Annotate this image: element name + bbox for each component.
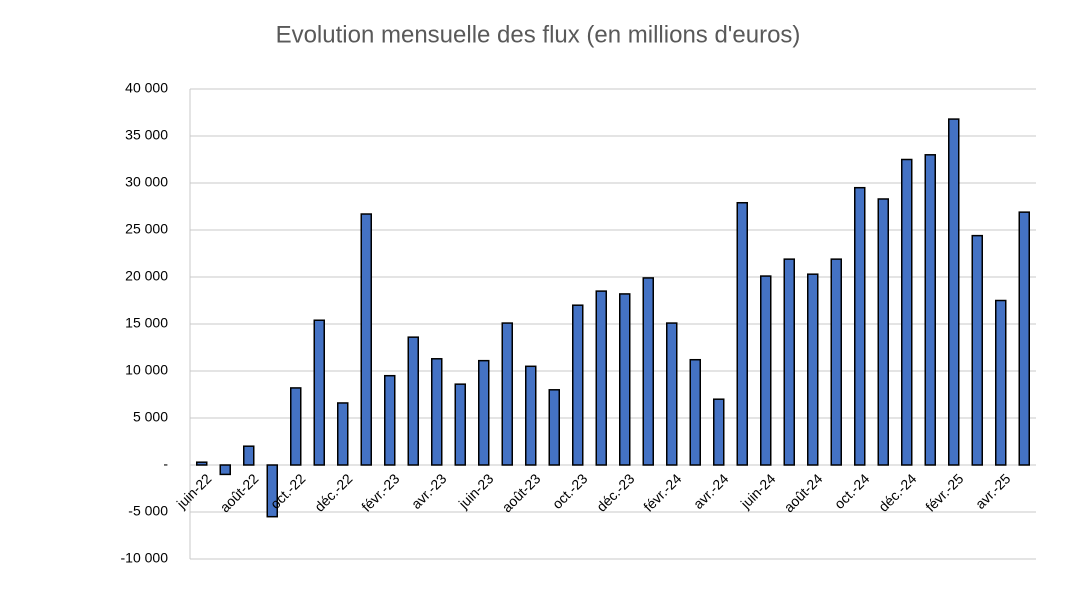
bar [525, 365, 537, 466]
x-tick-label: déc.-24 [875, 470, 919, 514]
x-tick-label: avr.-23 [408, 470, 450, 512]
bar [1018, 211, 1030, 466]
bar [337, 402, 349, 466]
bar [760, 275, 772, 466]
y-tick-label: 35 000 [125, 127, 168, 143]
y-tick-label: 5 000 [133, 409, 168, 425]
x-tick-label: févr.-25 [922, 470, 966, 514]
bar [830, 258, 842, 466]
y-tick-label: 10 000 [125, 362, 168, 378]
x-tick-label: oct.-24 [831, 470, 873, 512]
chart-title: Evolution mensuelle des flux (en million… [276, 21, 801, 48]
bar [901, 158, 913, 466]
bar [783, 258, 795, 466]
bar [548, 389, 560, 466]
y-tick-label: 40 000 [125, 80, 168, 96]
y-tick-label: 30 000 [125, 174, 168, 190]
bar [971, 234, 983, 466]
x-tick-label: oct.-23 [549, 470, 591, 512]
y-tick-label: -5 000 [128, 503, 168, 519]
bar [431, 358, 443, 466]
bar [243, 445, 255, 466]
y-tick-label: 25 000 [125, 221, 168, 237]
bar [313, 319, 325, 466]
bar [619, 293, 631, 466]
bar [384, 374, 396, 466]
bar [407, 336, 419, 466]
y-tick-label: 15 000 [125, 315, 168, 331]
bar [219, 464, 231, 476]
x-tick-label: févr.-24 [640, 470, 684, 514]
x-tick-label: juin-23 [455, 470, 497, 512]
x-tick-label: août-22 [217, 470, 262, 515]
y-tick-label: 20 000 [125, 268, 168, 284]
x-tick-label: juin-22 [173, 470, 215, 512]
bar [854, 186, 866, 466]
x-tick-label: déc.-22 [311, 470, 355, 514]
bar [995, 299, 1007, 466]
x-tick-label: août-23 [499, 470, 544, 515]
bar [713, 398, 725, 466]
bar [689, 358, 701, 466]
y-tick-label: -10 000 [121, 550, 169, 566]
bar [595, 290, 607, 466]
x-tick-label: juin-24 [737, 470, 779, 512]
bar [924, 154, 936, 466]
bar [948, 118, 960, 466]
bar [572, 304, 584, 466]
bar [666, 322, 678, 466]
bar [736, 201, 748, 466]
bar [501, 322, 513, 466]
bar [196, 461, 208, 466]
y-tick-label: - [163, 456, 168, 472]
x-tick-label: févr.-23 [358, 470, 402, 514]
x-tick-label: déc.-23 [593, 470, 637, 514]
x-tick-label: août-24 [781, 470, 826, 515]
bar [877, 198, 889, 466]
bar [642, 277, 654, 466]
bar [290, 387, 302, 466]
bar [454, 383, 466, 466]
bar [478, 359, 490, 466]
x-tick-label: avr.-24 [690, 470, 732, 512]
bar [266, 464, 278, 518]
x-tick-label: avr.-25 [972, 470, 1014, 512]
bar [360, 213, 372, 466]
bar [807, 273, 819, 466]
